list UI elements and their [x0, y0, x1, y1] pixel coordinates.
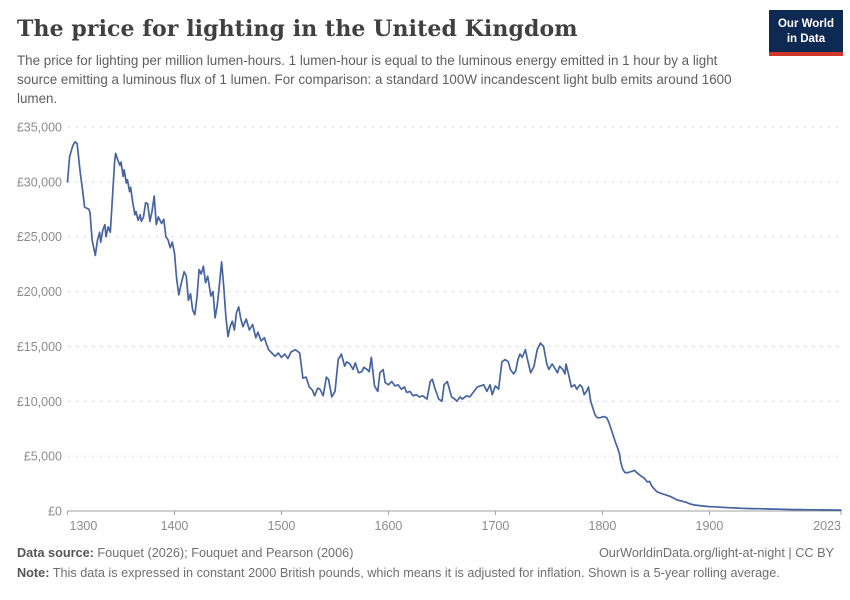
owid-cc-link[interactable]: OurWorldinData.org/light-at-night | CC B…: [598, 546, 834, 560]
x-tick-label: 1800: [589, 519, 617, 533]
x-tick-label: 2023: [813, 519, 841, 533]
page-title: The price for lighting in the United Kin…: [17, 16, 578, 42]
x-tick-label: 1600: [375, 519, 403, 533]
y-tick-label: £5,000: [24, 450, 62, 464]
y-tick-label: £30,000: [17, 175, 62, 189]
data-source-value: Fouquet (2026); Fouquet and Pearson (200…: [93, 546, 354, 560]
y-tick-label: £15,000: [17, 340, 62, 354]
chart-subtitle: The price for lighting per million lumen…: [17, 53, 732, 107]
owid-logo[interactable]: Our World in Data: [768, 10, 843, 56]
note-text: Note: This data is expressed in constant…: [17, 566, 834, 580]
note-label: Note:: [17, 566, 50, 580]
chart-header: The price for lighting in the United Kin…: [17, 10, 850, 108]
y-tick-label: £0: [48, 505, 62, 519]
note-value: This data is expressed in constant 2000 …: [49, 566, 780, 580]
x-tick-label: 1400: [161, 519, 189, 533]
x-tick-label: 1500: [268, 519, 296, 533]
x-tick-label: 1300: [70, 519, 98, 533]
data-source-text: Data source: Fouquet (2026); Fouquet and…: [17, 546, 353, 560]
x-tick-label: 1700: [482, 519, 510, 533]
y-tick-label: £20,000: [17, 285, 62, 299]
y-tick-label: £10,000: [17, 395, 62, 409]
chart-footer: Data source: Fouquet (2026); Fouquet and…: [17, 546, 834, 580]
data-source-label: Data source:: [17, 546, 94, 560]
y-tick-label: £35,000: [17, 121, 62, 135]
y-tick-label: £25,000: [17, 230, 62, 244]
price-line[interactable]: [66, 140, 842, 511]
owid-logo-line2: in Data: [786, 32, 826, 45]
owid-logo-line1: Our World: [777, 18, 834, 30]
x-tick-label: 1900: [696, 519, 724, 533]
